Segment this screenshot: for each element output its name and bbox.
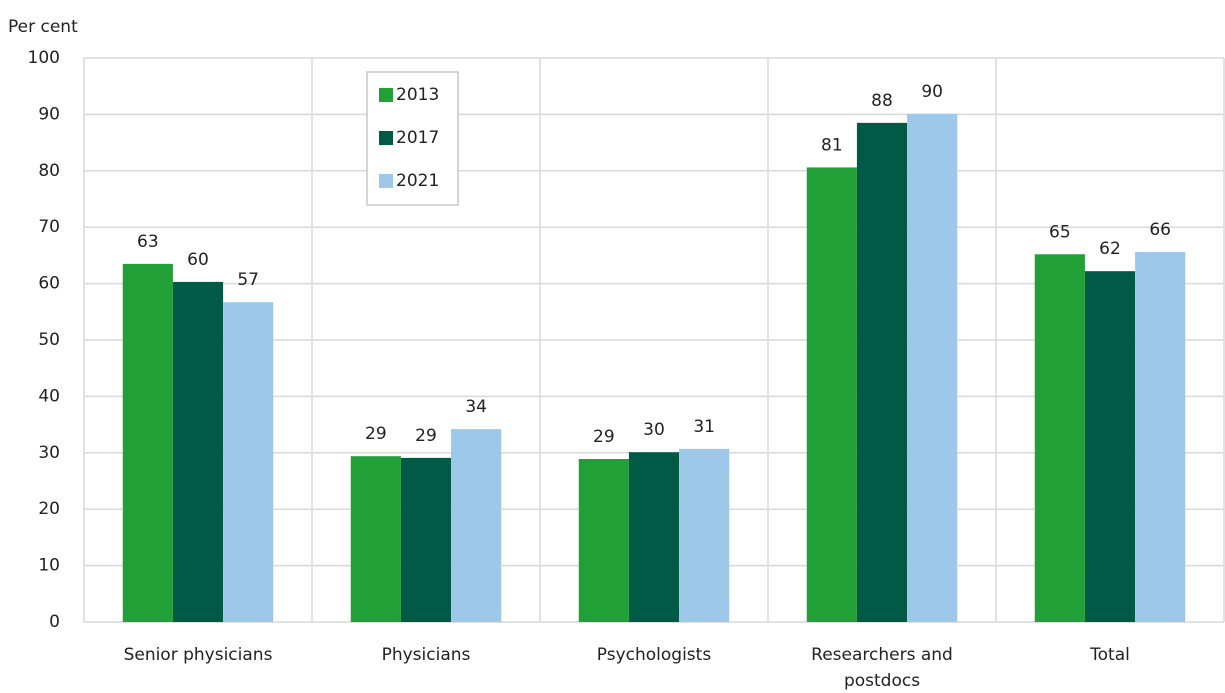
data-label: 62 xyxy=(1099,239,1121,259)
x-tick-label: Physicians xyxy=(381,645,471,665)
data-label: 60 xyxy=(187,250,209,270)
x-tick-label: Total xyxy=(1090,645,1130,665)
y-tick-label: 50 xyxy=(38,330,60,350)
bar xyxy=(1034,254,1085,622)
data-label: 81 xyxy=(821,135,843,155)
data-label: 88 xyxy=(871,91,893,111)
data-label: 90 xyxy=(921,82,943,102)
data-label: 29 xyxy=(593,427,615,447)
legend-label: 2021 xyxy=(396,171,439,191)
bar xyxy=(1084,271,1136,622)
bar xyxy=(350,456,401,622)
bar xyxy=(223,302,274,622)
y-tick-label: 60 xyxy=(38,274,60,294)
bar xyxy=(578,459,629,622)
bar xyxy=(806,167,857,622)
bar xyxy=(172,281,224,622)
y-tick-label: 0 xyxy=(49,612,60,632)
data-label: 63 xyxy=(137,232,159,252)
legend-label: 2017 xyxy=(396,128,439,148)
bar xyxy=(451,429,502,622)
y-tick-label: 100 xyxy=(28,48,60,68)
bar xyxy=(679,448,730,622)
data-label: 29 xyxy=(365,424,387,444)
legend-swatch xyxy=(379,88,393,102)
bar xyxy=(907,113,958,622)
y-axis-label: Per cent xyxy=(8,17,78,37)
legend-swatch xyxy=(379,131,393,145)
bar xyxy=(122,263,173,622)
x-tick-label: Psychologists xyxy=(596,645,712,665)
data-label: 66 xyxy=(1149,220,1171,240)
data-label: 29 xyxy=(415,426,437,446)
bar xyxy=(628,452,680,622)
y-tick-label: 90 xyxy=(38,104,60,124)
data-label: 65 xyxy=(1049,222,1071,242)
y-tick-label: 30 xyxy=(38,443,60,463)
legend-swatch xyxy=(379,174,393,188)
y-tick-label: 40 xyxy=(38,386,60,406)
data-label: 34 xyxy=(465,397,487,417)
y-tick-label: 80 xyxy=(38,161,60,181)
bar xyxy=(1135,252,1186,623)
y-tick-label: 70 xyxy=(38,217,60,237)
bar xyxy=(400,457,452,622)
x-tick-label: Senior physicians xyxy=(123,645,273,665)
y-tick-label: 10 xyxy=(38,556,60,576)
data-label: 31 xyxy=(693,417,715,437)
data-label: 57 xyxy=(237,270,259,290)
data-label: 30 xyxy=(643,420,665,440)
bar xyxy=(856,122,908,623)
legend-label: 2013 xyxy=(396,85,439,105)
y-tick-label: 20 xyxy=(38,499,60,519)
x-tick-label: Researchers and postdocs xyxy=(811,645,953,691)
